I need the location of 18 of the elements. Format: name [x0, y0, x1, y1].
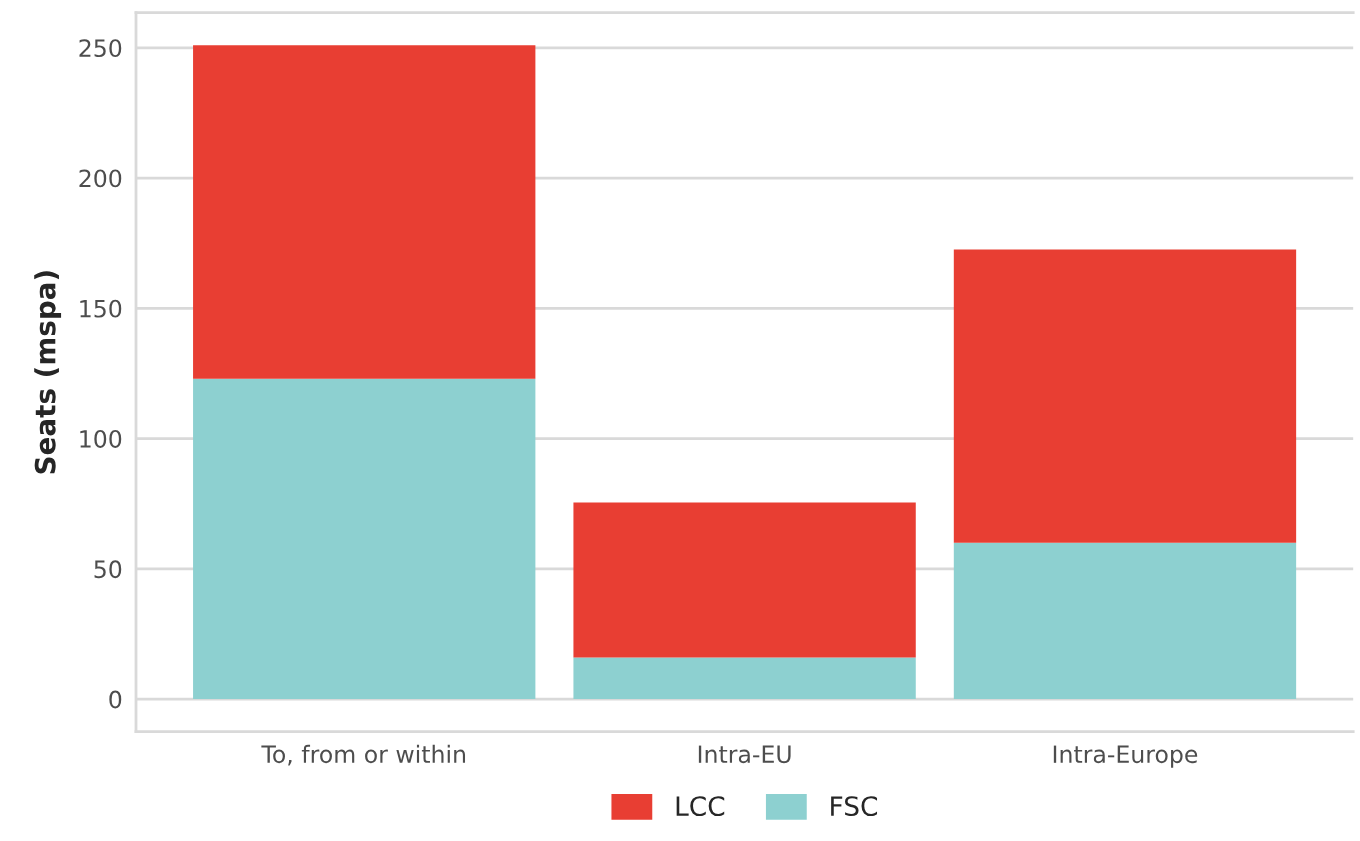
y-tick-label: 50 — [94, 560, 122, 579]
x-tick-label: Intra-EU — [698, 745, 791, 764]
bar — [953, 249, 1297, 543]
legend-label: LCC — [676, 796, 725, 817]
bar — [193, 378, 536, 700]
bar — [573, 657, 916, 700]
legend-label: FSC — [831, 796, 878, 817]
y-axis-title: Seats (mspa) — [34, 271, 62, 474]
y-tick-label: 250 — [79, 39, 122, 58]
bar — [193, 45, 536, 379]
y-tick-label: 150 — [80, 299, 122, 318]
bar — [573, 502, 916, 658]
x-tick-label: Intra-Europe — [1053, 745, 1198, 768]
x-tick-label: To, from or within — [261, 744, 466, 766]
y-tick-label: 200 — [79, 169, 122, 188]
y-tick-label: 100 — [80, 430, 122, 448]
bar — [953, 542, 1297, 700]
y-tick-label: 0 — [109, 690, 122, 709]
